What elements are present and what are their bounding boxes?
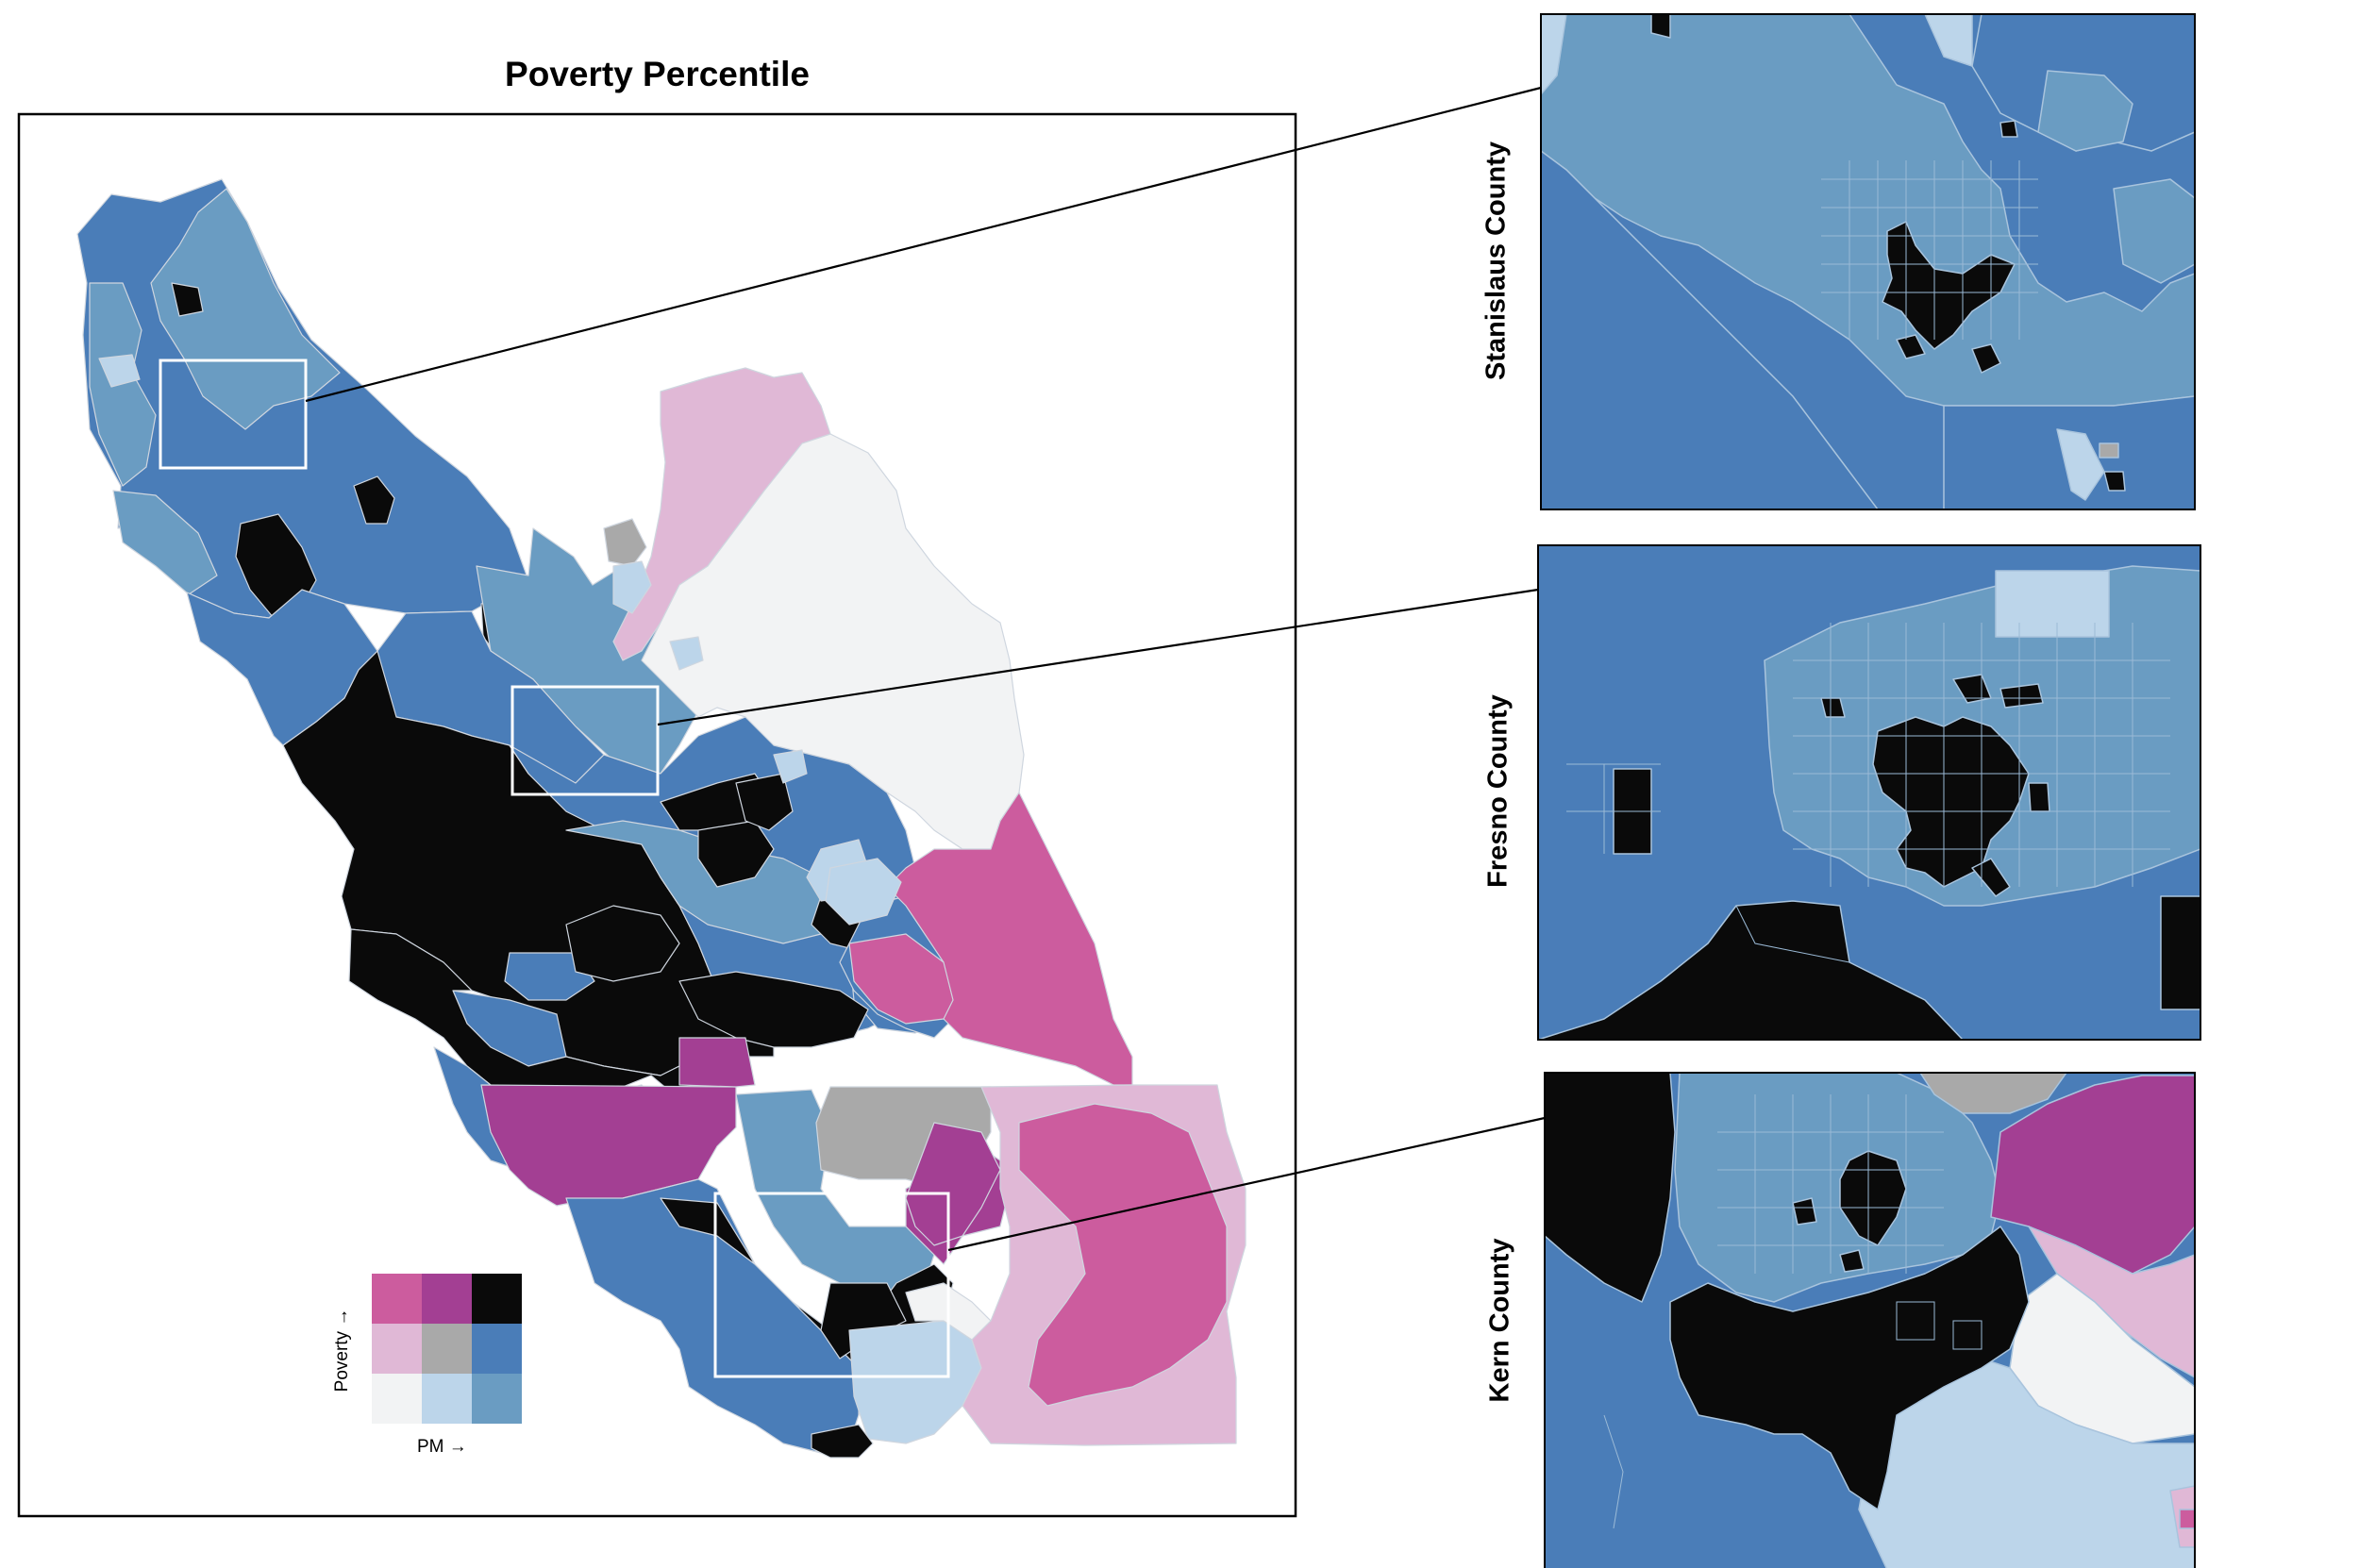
region-nw-pale: [98, 354, 141, 388]
region-ne-lightblue: [612, 560, 652, 614]
region-east-pink-2: [848, 933, 954, 1025]
zoom-box-fresno: [510, 685, 660, 796]
legend-cell-low-mid: [422, 1374, 472, 1424]
region-sw-lightblue: [112, 490, 218, 595]
zoom-box-stanislaus: [159, 359, 308, 470]
region-ne-lightblue-2: [669, 636, 704, 671]
connector-fresno: [657, 588, 1539, 726]
legend-x-label: PM →: [417, 1437, 467, 1457]
connector-lines: [305, 86, 1546, 1252]
region-sierra-white: [641, 433, 1025, 850]
legend-cell-mid-high: [472, 1324, 522, 1374]
region-purple-small: [678, 1037, 756, 1088]
connector-stanislaus: [305, 86, 1542, 403]
region-westcoast-blue: [186, 589, 378, 746]
inset-kern-map: [1545, 1073, 2195, 1568]
inset-label-stanislaus: Stanislaus County: [1481, 142, 1512, 380]
inset-stanislaus-map: [1541, 14, 2195, 509]
inset-label-kern: Kern County: [1484, 1238, 1515, 1403]
region-east-pink-south: [1018, 1103, 1228, 1407]
inset-fresno-frame: [1537, 544, 2201, 1041]
main-map: [76, 178, 1246, 1459]
legend-cell-mid-mid: [422, 1324, 472, 1374]
region-east-lightblue-spot-2: [773, 749, 808, 784]
connector-kern: [947, 1116, 1546, 1252]
region-fresno-lightblue-east: [825, 858, 902, 926]
region-ne-gray: [603, 518, 647, 567]
region-north-lightblue: [150, 188, 341, 430]
bivariate-legend: [372, 1274, 522, 1424]
region-n-black-2: [353, 475, 395, 525]
legend-cell-high-mid: [422, 1274, 472, 1324]
region-kings-black: [565, 905, 680, 982]
map-title: Poverty Percentile: [505, 55, 810, 93]
zoom-boxes: [159, 359, 950, 1378]
zoom-box-kern: [713, 1192, 950, 1378]
region-fresno-black-5: [735, 773, 794, 831]
region-kern-south-black: [811, 1424, 874, 1459]
legend-cell-high-high: [472, 1274, 522, 1324]
region-n-black-4: [171, 282, 204, 317]
legend-cell-high-low: [372, 1274, 422, 1324]
legend-cell-mid-low: [372, 1324, 422, 1374]
inset-fresno-map: [1538, 545, 2200, 1040]
inset-kern-frame: [1544, 1072, 2196, 1568]
main-map-frame: [17, 112, 1297, 1518]
legend-cell-low-high: [472, 1374, 522, 1424]
region-fresno-black-4: [678, 971, 869, 1048]
legend-y-label: Poverty →: [332, 1308, 352, 1393]
region-east-pink: [886, 792, 1133, 1086]
region-nw-lightblue: [89, 282, 157, 487]
legend-cell-low-low: [372, 1374, 422, 1424]
region-kern-pale: [848, 1320, 982, 1444]
inset-label-fresno: Fresno County: [1482, 694, 1514, 888]
inset-stanislaus-frame: [1540, 13, 2196, 510]
